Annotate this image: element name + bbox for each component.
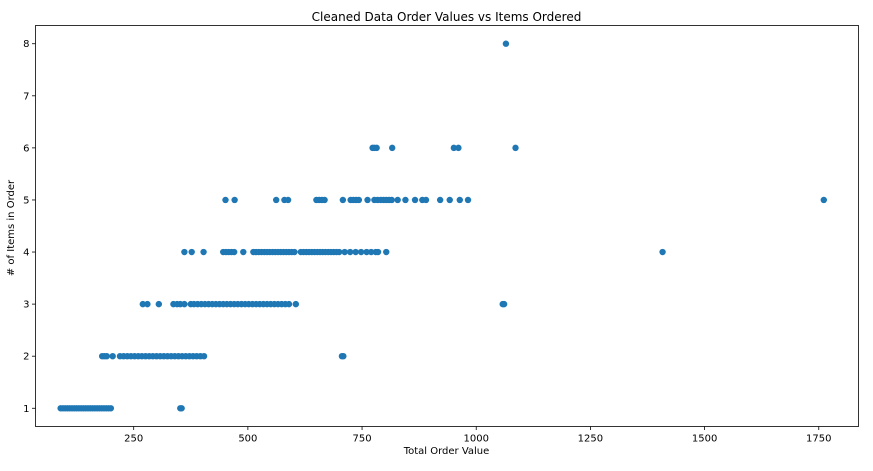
data-point [455, 144, 462, 152]
x-axis: 250 500 750 1000 1250 1500 1750 [124, 426, 831, 445]
y-tick-label: 8 [23, 39, 29, 50]
x-tick-label: 500 [238, 434, 257, 445]
data-point [181, 300, 188, 308]
y-tick-label: 7 [23, 91, 29, 102]
data-point [364, 196, 371, 204]
data-point [352, 248, 359, 256]
y-tick-label: 3 [23, 300, 29, 311]
x-tick-label: 1250 [578, 434, 603, 445]
data-point [103, 352, 110, 360]
data-point [357, 248, 365, 256]
data-point [446, 196, 453, 204]
y-axis: 1 2 3 4 5 6 7 8 [23, 39, 36, 415]
data-point [402, 196, 409, 204]
data-point [272, 196, 280, 204]
chart-title: Cleaned Data Order Values vs Items Order… [312, 10, 582, 24]
data-point [139, 300, 147, 308]
data-point [411, 196, 419, 204]
data-point [230, 248, 238, 256]
data-point [109, 352, 116, 360]
data-point [394, 196, 401, 204]
data-point [346, 248, 354, 256]
data-point [422, 196, 430, 204]
data-point [284, 196, 292, 204]
plot-area [35, 25, 859, 427]
data-point [339, 196, 347, 204]
data-point [502, 40, 510, 47]
data-point [500, 300, 508, 308]
data-point [178, 405, 185, 412]
x-tick-label: 1750 [806, 434, 831, 445]
data-point [456, 196, 463, 204]
data-point [355, 196, 363, 204]
data-point [200, 352, 208, 360]
x-tick-label: 750 [353, 434, 372, 445]
data-point [291, 248, 298, 256]
y-tick-label: 6 [23, 143, 29, 154]
x-tick-label: 1500 [692, 434, 717, 445]
data-point [336, 248, 343, 256]
data-point [240, 248, 247, 256]
data-point [181, 248, 188, 256]
y-axis-label: # of Items in Order [6, 179, 17, 276]
data-point [659, 248, 666, 256]
data-point [388, 196, 395, 204]
y-tick-label: 2 [23, 352, 29, 363]
x-tick-label: 1000 [464, 434, 489, 445]
y-tick-label: 5 [23, 195, 29, 206]
data-point [155, 300, 163, 308]
data-point [292, 300, 300, 308]
data-point [341, 248, 348, 256]
data-point [512, 144, 519, 152]
y-tick-label: 4 [23, 248, 29, 259]
data-point [200, 248, 207, 256]
data-point [383, 248, 390, 256]
data-point [374, 248, 382, 256]
data-point [450, 144, 458, 152]
data-point [222, 196, 229, 204]
data-point [464, 196, 472, 204]
data-point [188, 248, 195, 256]
y-tick-label: 1 [23, 404, 29, 415]
data-point [340, 352, 347, 360]
data-point [436, 196, 444, 204]
data-point [231, 196, 238, 204]
data-point [388, 144, 396, 152]
x-tick-label: 250 [124, 434, 143, 445]
x-axis-label: Total Order Value [403, 446, 490, 457]
data-points [57, 40, 827, 412]
data-point [144, 300, 151, 308]
data-point [820, 196, 827, 204]
data-point [367, 248, 375, 256]
data-point [321, 196, 328, 204]
data-point [363, 248, 370, 256]
data-point [373, 144, 380, 152]
data-point [107, 405, 115, 412]
data-point [285, 300, 293, 308]
